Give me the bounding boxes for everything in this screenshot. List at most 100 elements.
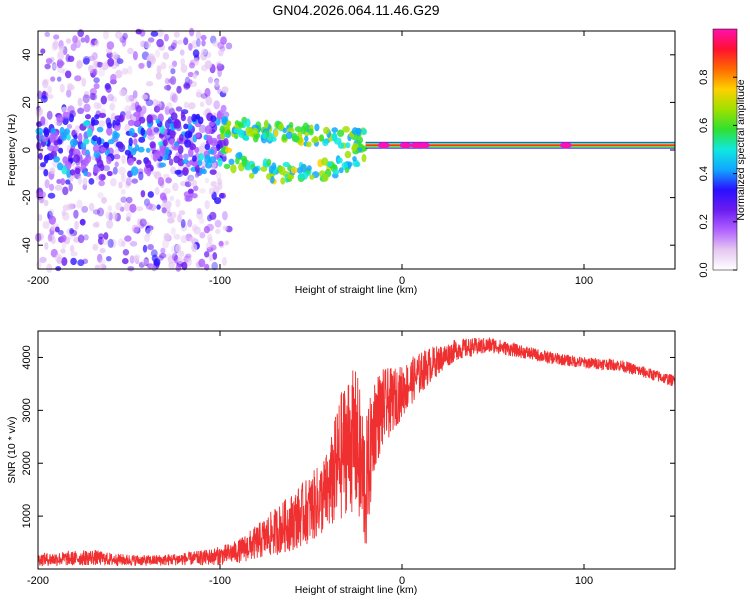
spectral-blob bbox=[93, 77, 100, 84]
spectral-blob bbox=[278, 166, 286, 176]
spectral-blob bbox=[42, 78, 50, 84]
spectral-blob bbox=[80, 37, 86, 43]
spectral-blob bbox=[219, 125, 225, 134]
spectral-blob bbox=[211, 261, 218, 271]
spectral-blob bbox=[207, 233, 213, 243]
spectral-blob bbox=[174, 118, 180, 126]
spectral-blob bbox=[68, 113, 75, 123]
spectral-blob bbox=[113, 154, 121, 160]
spectral-blob bbox=[73, 209, 79, 219]
spectral-blob bbox=[62, 204, 70, 211]
spectral-blob bbox=[172, 182, 179, 192]
spectral-blob bbox=[96, 126, 104, 133]
spectral-blob bbox=[215, 172, 222, 180]
spectral-blob bbox=[72, 148, 81, 157]
spectral-blob bbox=[80, 142, 87, 150]
spectral-blob bbox=[205, 135, 213, 141]
spectral-blob bbox=[178, 210, 186, 216]
spectral-blob bbox=[143, 40, 151, 49]
spectral-blob bbox=[180, 64, 188, 73]
spectral-blob bbox=[147, 191, 154, 198]
spectral-blob bbox=[133, 138, 138, 146]
spectral-blob bbox=[40, 95, 48, 103]
spectral-blob bbox=[77, 234, 85, 244]
spectral-blob bbox=[42, 221, 50, 230]
spectral-blob bbox=[154, 49, 161, 58]
spectral-blob bbox=[110, 238, 117, 249]
spectral-blob bbox=[171, 244, 178, 254]
spectral-blob bbox=[342, 126, 350, 133]
spectral-blob bbox=[188, 43, 193, 51]
spectral-blob bbox=[188, 131, 193, 138]
spectral-blob bbox=[98, 120, 105, 127]
x-tick-label: -100 bbox=[209, 575, 231, 587]
colorbar-label: Normalized spectral amplitude bbox=[735, 79, 747, 220]
spectral-blob bbox=[182, 158, 189, 165]
snr-y-axis-label: SNR (10 * v/v) bbox=[6, 416, 18, 483]
spectral-blob bbox=[146, 81, 154, 87]
spectral-blob bbox=[126, 211, 132, 220]
spectral-blob bbox=[44, 63, 51, 70]
spectral-blob bbox=[204, 200, 210, 210]
spectral-blob bbox=[187, 188, 194, 194]
spectral-blob bbox=[331, 133, 338, 142]
spectral-blob bbox=[114, 161, 119, 168]
spectral-blob bbox=[57, 67, 65, 74]
spectral-blob bbox=[145, 225, 151, 234]
spectral-blob bbox=[222, 225, 228, 231]
spectral-blob bbox=[230, 164, 237, 174]
spectral-blob bbox=[210, 140, 218, 147]
spectral-blob bbox=[209, 244, 217, 251]
spectral-blob bbox=[183, 153, 189, 160]
spectral-blob bbox=[167, 211, 172, 218]
spectral-blob bbox=[112, 211, 118, 221]
spectral-blob bbox=[218, 49, 224, 57]
spectral-blob bbox=[308, 128, 314, 136]
spectral-blob bbox=[191, 113, 197, 123]
spectral-blob bbox=[165, 253, 173, 261]
spectral-blob bbox=[220, 131, 226, 140]
spectral-blob bbox=[121, 68, 129, 75]
spectral-blob bbox=[91, 119, 100, 126]
spectral-blob bbox=[226, 120, 232, 127]
spectral-blob bbox=[208, 156, 216, 164]
spectral-blob bbox=[149, 141, 156, 149]
spectral-blob bbox=[58, 46, 65, 52]
spectral-blob bbox=[39, 191, 47, 199]
colorbar-ticks: 0.0 0.2 0.4 0.6 0.8 bbox=[698, 70, 737, 278]
spectral-blob bbox=[212, 252, 218, 260]
spectral-blob bbox=[196, 210, 204, 220]
spectral-blob bbox=[304, 135, 309, 142]
spectral-blob bbox=[83, 103, 91, 113]
spectral-blob bbox=[155, 72, 162, 80]
y-tick-label: 2000 bbox=[21, 451, 33, 475]
spectral-blob bbox=[173, 31, 180, 38]
spectral-blob bbox=[205, 241, 213, 250]
snr-series-line bbox=[37, 336, 676, 567]
spectral-blob bbox=[194, 172, 200, 178]
y-tick-label: -20 bbox=[21, 190, 33, 206]
spectral-blob bbox=[98, 233, 105, 240]
spectral-blob bbox=[85, 114, 91, 120]
spectral-blob bbox=[111, 51, 118, 60]
spectral-blob bbox=[93, 102, 100, 109]
spectral-blob bbox=[146, 55, 154, 62]
spectral-blob bbox=[65, 38, 72, 44]
spectral-blob bbox=[351, 145, 358, 152]
spectral-blob bbox=[221, 86, 229, 94]
spectral-blob bbox=[354, 127, 362, 134]
spectral-blob bbox=[214, 219, 222, 228]
spectral-blob bbox=[122, 32, 128, 40]
spectral-blob bbox=[146, 127, 153, 136]
spectral-blob bbox=[61, 106, 67, 113]
spectral-blob bbox=[145, 227, 153, 237]
spectral-blob bbox=[321, 173, 329, 182]
spectral-blob bbox=[46, 110, 53, 120]
spectral-blob bbox=[144, 233, 151, 242]
spectral-blob bbox=[62, 111, 70, 119]
spectral-blob bbox=[195, 31, 202, 40]
spectral-blob bbox=[140, 40, 147, 48]
spectral-blob bbox=[45, 58, 53, 65]
spectral-blob bbox=[204, 251, 210, 258]
spectral-blob bbox=[101, 62, 109, 71]
